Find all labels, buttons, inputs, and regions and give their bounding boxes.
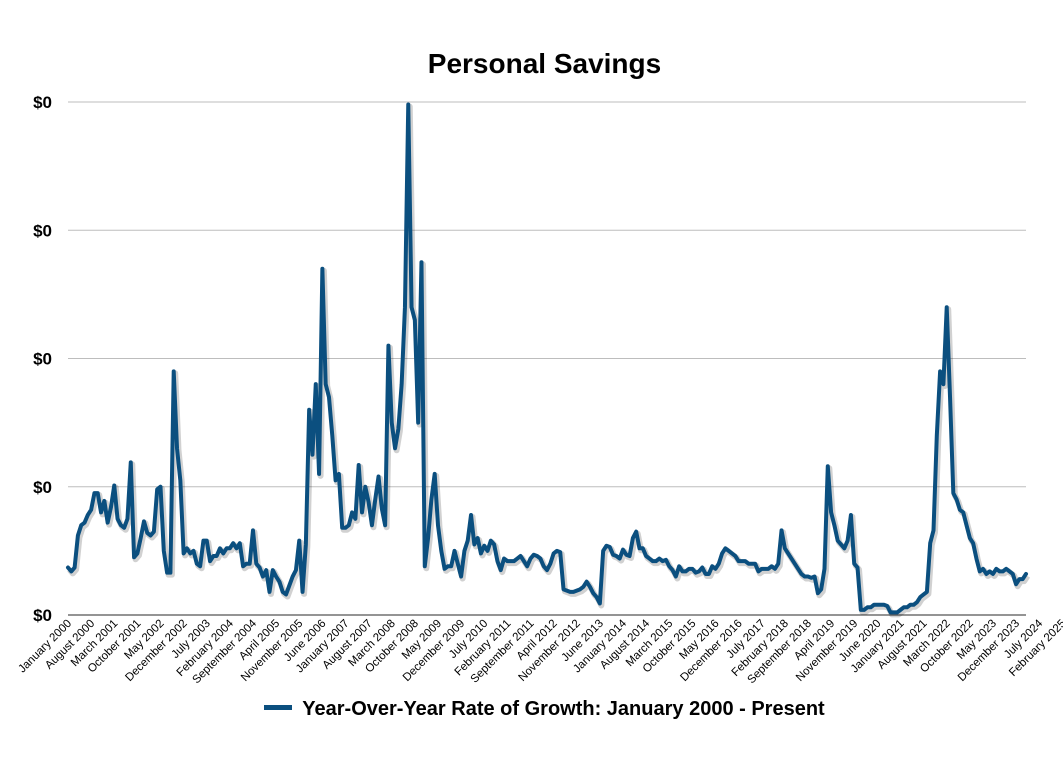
series-layer	[66, 102, 1031, 618]
y-tick-label: $0	[33, 350, 52, 369]
legend-label: Year-Over-Year Rate of Growth: January 2…	[302, 698, 825, 720]
grid-lines	[68, 101, 1026, 616]
legend-swatch	[264, 705, 293, 711]
chart-title: Personal Savings	[427, 48, 662, 79]
y-tick-label: $0	[33, 478, 52, 497]
legend: Year-Over-Year Rate of Growth: January 2…	[0, 698, 1063, 721]
y-tick-label: $0	[33, 221, 52, 240]
y-axis: $0 $0 $0 $0 $0	[33, 93, 52, 625]
y-tick-label: $0	[33, 606, 52, 625]
series-line-shadow	[67, 103, 1031, 618]
series-line-yoy-growth	[66, 102, 1028, 615]
y-tick-label: $0	[33, 93, 52, 112]
